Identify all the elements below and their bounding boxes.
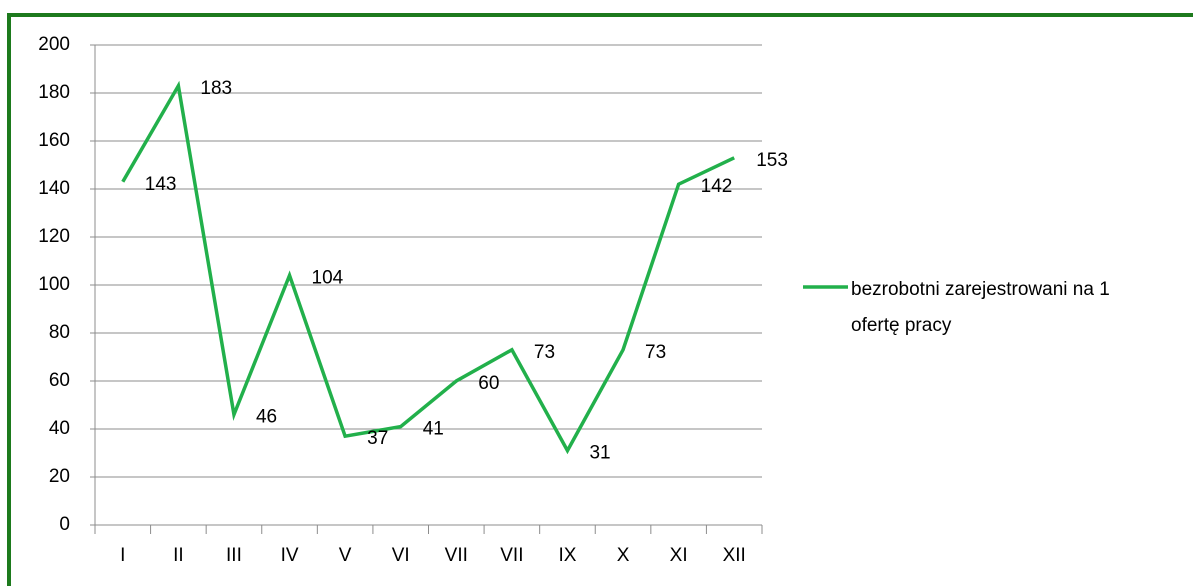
data-label: 73 (645, 342, 666, 363)
data-label: 46 (256, 407, 277, 428)
border (7, 13, 1193, 586)
x-tick-label: VII (445, 545, 468, 566)
x-tick-label: IV (281, 545, 299, 566)
data-label: 37 (367, 428, 388, 449)
y-tick-label: 0 (59, 514, 70, 535)
data-label: 73 (534, 342, 555, 363)
y-tick-label: 140 (38, 178, 70, 199)
data-label: 60 (478, 373, 499, 394)
data-label: 153 (756, 150, 788, 171)
y-tick-label: 20 (49, 466, 70, 487)
x-tick-label: XII (723, 545, 746, 566)
x-tick-label: III (226, 545, 242, 566)
y-tick-label: 60 (49, 370, 70, 391)
y-tick-label: 100 (38, 274, 70, 295)
x-tick-label: VII (500, 545, 523, 566)
y-tick-label: 160 (38, 130, 70, 151)
data-label: 183 (200, 78, 232, 99)
x-tick-label: XI (670, 545, 688, 566)
data-label: 143 (145, 174, 177, 195)
y-tick-label: 40 (49, 418, 70, 439)
y-tick-label: 120 (38, 226, 70, 247)
x-tick-label: VI (392, 545, 410, 566)
data-label: 41 (423, 419, 444, 440)
y-tick-label: 180 (38, 82, 70, 103)
data-label: 104 (312, 267, 344, 288)
x-tick-label: IX (558, 545, 576, 566)
y-tick-label: 80 (49, 322, 70, 343)
data-label: 142 (701, 176, 733, 197)
y-tick-label: 200 (38, 34, 70, 55)
x-tick-label: I (120, 545, 125, 566)
x-tick-label: V (339, 545, 352, 566)
x-tick-label: II (173, 545, 184, 566)
legend-label: bezrobotni zarejestrowani na 1 ofertę pr… (851, 279, 1110, 336)
data-label: 31 (589, 443, 610, 464)
x-tick-label: X (617, 545, 630, 566)
series-line (121, 80, 735, 455)
